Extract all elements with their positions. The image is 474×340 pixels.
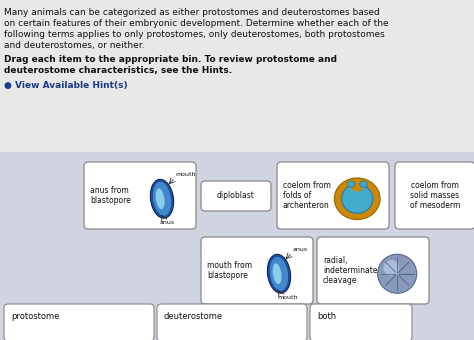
FancyBboxPatch shape [4,304,154,340]
Text: coelom from
folds of
archenteron: coelom from folds of archenteron [283,181,331,210]
Text: anus: anus [292,248,307,252]
Ellipse shape [352,183,363,191]
Text: coelom from
solid masses
of mesoderm: coelom from solid masses of mesoderm [410,181,460,210]
Ellipse shape [152,181,172,216]
Ellipse shape [378,254,417,293]
Text: both: both [317,312,336,321]
Text: Many animals can be categorized as either protostomes and deuterostomes based: Many animals can be categorized as eithe… [4,8,380,17]
Bar [0,152,474,340]
Ellipse shape [267,254,291,293]
Ellipse shape [383,260,399,276]
Text: mouth: mouth [175,172,196,177]
Text: radial,
indeterminate
cleavage: radial, indeterminate cleavage [323,256,377,285]
Text: deuterostome characteristics, see the Hints.: deuterostome characteristics, see the Hi… [4,66,232,75]
FancyBboxPatch shape [395,162,474,229]
Text: deuterostome: deuterostome [164,312,223,321]
Text: and deuterostomes, or neither.: and deuterostomes, or neither. [4,41,145,50]
FancyBboxPatch shape [310,304,412,340]
Text: anus from
blastopore: anus from blastopore [90,186,131,205]
Text: on certain features of their embryonic development. Determine whether each of th: on certain features of their embryonic d… [4,19,389,28]
Ellipse shape [334,178,380,220]
Bar [0,0,474,152]
Ellipse shape [150,179,173,218]
FancyBboxPatch shape [84,162,196,229]
Ellipse shape [155,188,164,209]
FancyBboxPatch shape [277,162,389,229]
FancyBboxPatch shape [157,304,307,340]
Ellipse shape [360,181,367,187]
FancyBboxPatch shape [201,181,271,211]
Text: Drag each item to the appropriate bin. To review protostome and: Drag each item to the appropriate bin. T… [4,55,337,64]
FancyBboxPatch shape [317,237,429,304]
Text: following terms applies to only protostomes, only deuterostomes, both protostome: following terms applies to only protosto… [4,30,385,39]
FancyBboxPatch shape [201,237,313,304]
Text: ● View Available Hint(s): ● View Available Hint(s) [4,81,128,90]
Text: mouth: mouth [277,295,298,300]
Text: anus: anus [160,220,175,225]
Ellipse shape [347,181,355,187]
Ellipse shape [273,263,282,284]
Ellipse shape [269,256,289,291]
Text: diploblast: diploblast [217,191,255,201]
Text: protostome: protostome [11,312,59,321]
Text: mouth from
blastopore: mouth from blastopore [207,261,252,280]
Ellipse shape [342,184,373,213]
